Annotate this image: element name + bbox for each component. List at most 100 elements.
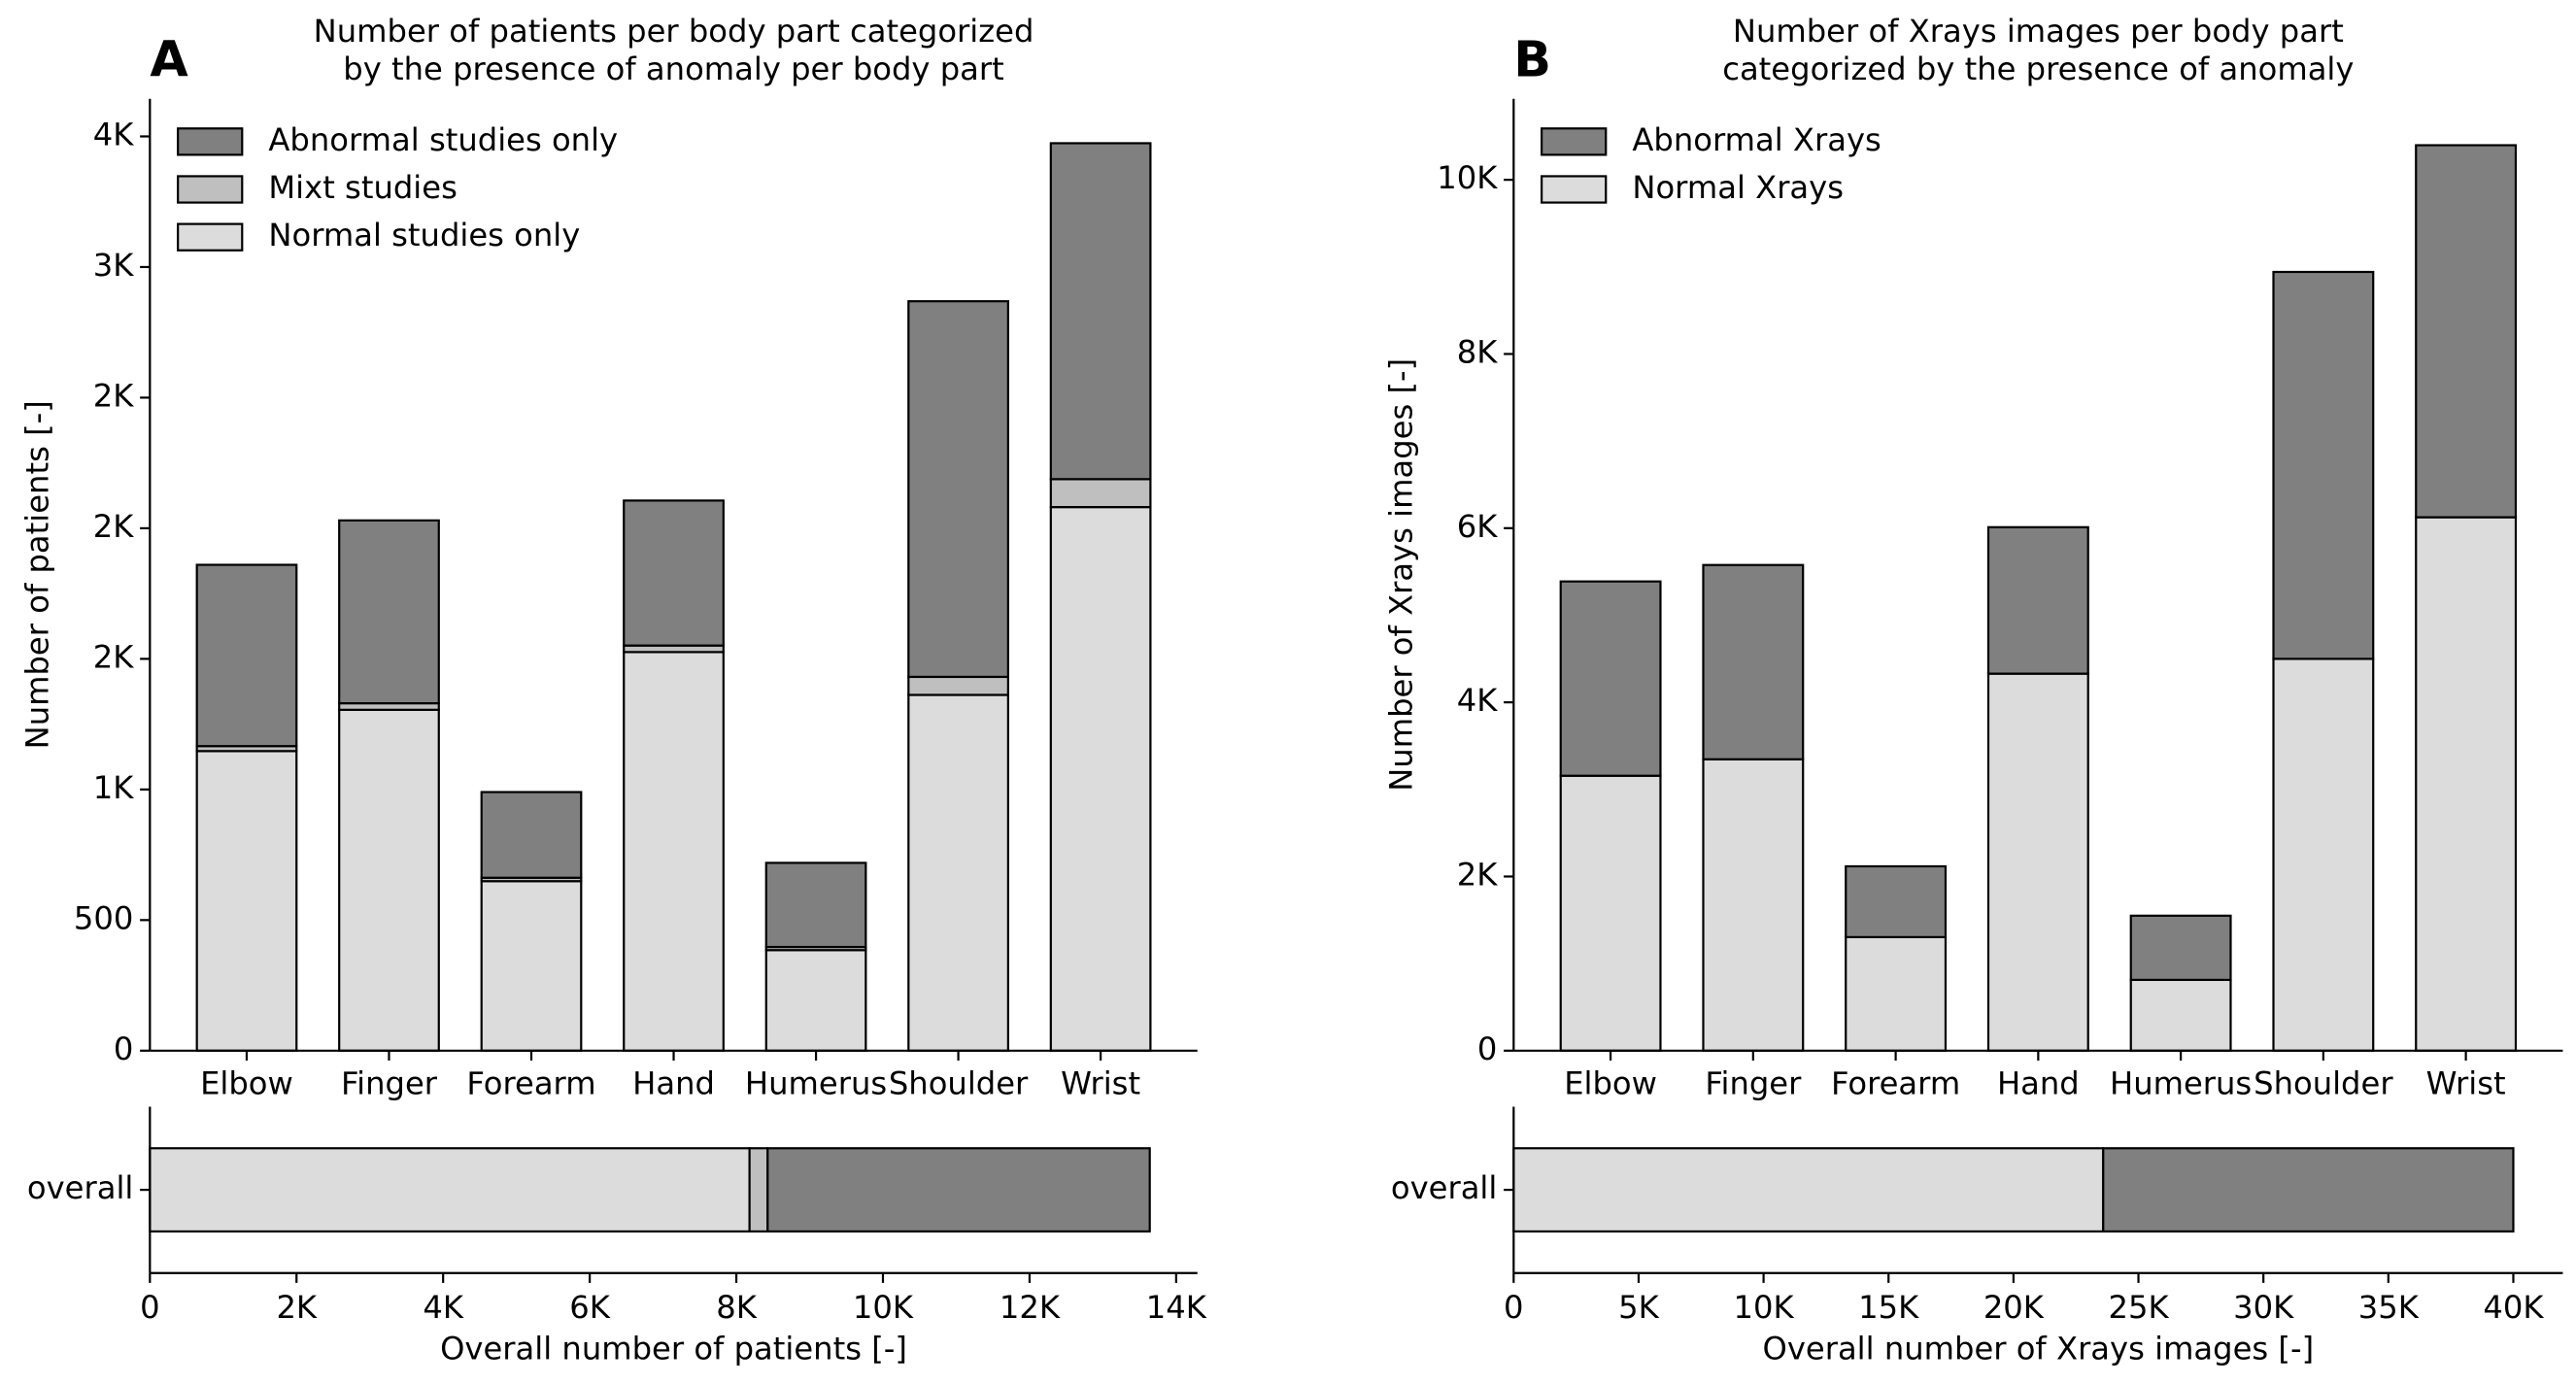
bar-segment bbox=[623, 499, 725, 647]
bar-segment bbox=[1845, 935, 1948, 1052]
x-tick-label: Finger bbox=[341, 1064, 438, 1101]
y-tick-label: 2K bbox=[93, 638, 134, 675]
legend-label: Normal studies only bbox=[268, 217, 580, 253]
x-tick-label: Forearm bbox=[466, 1064, 595, 1101]
x-tick-label: Humerus bbox=[2110, 1064, 2252, 1101]
bar-segment bbox=[1845, 864, 1948, 938]
bar-segment bbox=[907, 300, 1009, 679]
panel-label: A bbox=[150, 30, 188, 87]
x-tick-label: 10K bbox=[1734, 1289, 1795, 1326]
x-tick-label: 8K bbox=[716, 1289, 757, 1326]
bar-segment bbox=[338, 708, 440, 1052]
legend-label: Abnormal studies only bbox=[268, 121, 618, 158]
x-tick-label: 0 bbox=[1504, 1289, 1524, 1326]
bar-segment bbox=[2272, 270, 2375, 660]
x-tick-label: 20K bbox=[1983, 1289, 2045, 1326]
legend-swatch bbox=[177, 127, 244, 156]
y-axis-label: Number of Xrays images [-] bbox=[1383, 358, 1420, 792]
x-tick-label: Finger bbox=[1705, 1064, 1802, 1101]
legend-label: Normal Xrays bbox=[1632, 169, 1844, 206]
x-tick-label: Wrist bbox=[2426, 1064, 2506, 1101]
x-tick-label: 25K bbox=[2108, 1289, 2169, 1326]
bar-segment bbox=[623, 651, 725, 1052]
legend-swatch bbox=[1541, 127, 1608, 156]
x-tick-label: Forearm bbox=[1831, 1064, 1960, 1101]
y-tick-label: 0 bbox=[114, 1030, 133, 1067]
y-tick-label: 500 bbox=[74, 899, 133, 936]
y-tick-label: overall bbox=[1391, 1169, 1497, 1206]
bar-segment bbox=[338, 519, 440, 705]
x-tick-label: 35K bbox=[2358, 1289, 2420, 1326]
y-tick-label: 8K bbox=[1457, 333, 1498, 370]
x-tick-label: 12K bbox=[1000, 1289, 1061, 1326]
x-tick-label: 6K bbox=[569, 1289, 610, 1326]
bar-segment bbox=[1986, 525, 2089, 675]
chart-title: Number of Xrays images per body part bbox=[1733, 13, 2344, 50]
y-tick-label: 2K bbox=[93, 508, 134, 545]
y-tick-label: 3K bbox=[93, 247, 134, 284]
y-tick-label: 4K bbox=[93, 116, 134, 152]
bar-segment bbox=[480, 880, 583, 1052]
y-tick-label: 2K bbox=[93, 377, 134, 414]
legend-swatch bbox=[177, 175, 244, 204]
bar-segment bbox=[2415, 516, 2518, 1052]
panel-label: B bbox=[1513, 30, 1551, 87]
bar-segment bbox=[149, 1147, 751, 1233]
x-tick-label: 4K bbox=[423, 1289, 463, 1326]
bar-segment bbox=[764, 861, 867, 949]
x-tick-label: 2K bbox=[276, 1289, 317, 1326]
legend-swatch bbox=[177, 222, 244, 252]
legend-label: Abnormal Xrays bbox=[1632, 121, 1881, 158]
bar-segment bbox=[195, 563, 298, 748]
x-tick-label: 30K bbox=[2233, 1289, 2294, 1326]
y-tick-label: 1K bbox=[93, 769, 134, 806]
bar-segment bbox=[1559, 774, 1662, 1052]
x-tick-label: 14K bbox=[1146, 1289, 1207, 1326]
x-tick-label: 0 bbox=[140, 1289, 160, 1326]
legend-swatch bbox=[1541, 175, 1608, 204]
y-tick-label: 6K bbox=[1457, 508, 1498, 545]
bar-segment bbox=[480, 791, 583, 879]
bar-segment bbox=[748, 1147, 769, 1233]
chart-title: Number of patients per body part categor… bbox=[314, 13, 1034, 50]
bar-segment bbox=[1986, 672, 2089, 1052]
y-tick-label: 0 bbox=[1477, 1030, 1498, 1067]
bar-segment bbox=[1702, 563, 1805, 760]
bar-segment bbox=[2415, 144, 2518, 519]
x-tick-label: Wrist bbox=[1061, 1064, 1140, 1101]
y-tick-label: 2K bbox=[1457, 856, 1498, 893]
legend-label: Mixt studies bbox=[268, 169, 457, 206]
bar-segment bbox=[2129, 914, 2232, 982]
bar-segment bbox=[766, 1147, 1151, 1233]
bar-segment bbox=[195, 750, 298, 1052]
bar-segment bbox=[764, 949, 867, 1052]
x-tick-label: Elbow bbox=[200, 1064, 293, 1101]
y-tick-label: 10K bbox=[1437, 159, 1498, 196]
x-tick-label: Humerus bbox=[745, 1064, 887, 1101]
x-tick-label: 40K bbox=[2483, 1289, 2544, 1326]
x-tick-label: Elbow bbox=[1564, 1064, 1657, 1101]
x-axis-label: Overall number of Xrays images [-] bbox=[1763, 1330, 2315, 1367]
bar-segment bbox=[1049, 506, 1152, 1052]
bar-segment bbox=[1049, 142, 1152, 481]
bar-segment bbox=[2102, 1147, 2515, 1233]
bar-segment bbox=[2272, 658, 2375, 1052]
x-tick-label: Hand bbox=[1997, 1064, 2080, 1101]
bar-segment bbox=[1702, 758, 1805, 1052]
x-tick-label: Hand bbox=[632, 1064, 715, 1101]
y-axis-label: Number of patients [-] bbox=[19, 400, 56, 749]
x-tick-label: 10K bbox=[853, 1289, 914, 1326]
y-tick-label: 4K bbox=[1457, 682, 1498, 719]
y-tick-label: overall bbox=[27, 1169, 133, 1206]
chart-title: by the presence of anomaly per body part bbox=[343, 51, 1003, 87]
bar-segment bbox=[2129, 978, 2232, 1052]
x-axis-label: Overall number of patients [-] bbox=[440, 1330, 907, 1367]
x-tick-label: Shoulder bbox=[889, 1064, 1029, 1101]
x-tick-label: 5K bbox=[1618, 1289, 1659, 1326]
bar-segment bbox=[1512, 1147, 2105, 1233]
bar-segment bbox=[907, 693, 1009, 1052]
bar-segment bbox=[1049, 478, 1152, 509]
x-tick-label: Shoulder bbox=[2254, 1064, 2393, 1101]
